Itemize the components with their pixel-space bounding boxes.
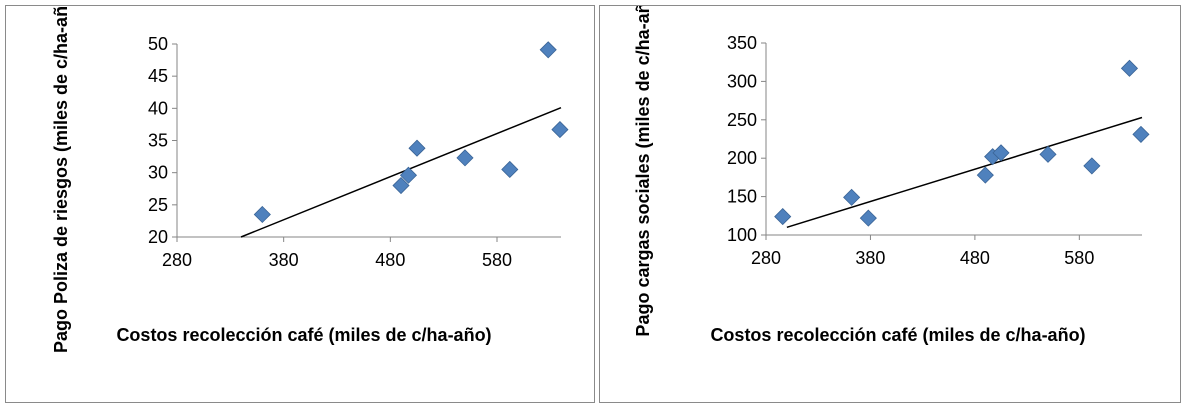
data-point [992, 144, 1010, 162]
x-tick-label: 380 [269, 250, 299, 270]
y-axis-title-text: Pago cargas sociales (miles de c/ha-año) [633, 6, 653, 337]
data-point [253, 205, 271, 224]
y-tick-label: 100 [727, 225, 757, 245]
x-tick-label: 480 [375, 250, 405, 270]
x-tick-label: 280 [162, 250, 192, 270]
x-tick-label: 380 [855, 248, 885, 268]
chart-panel-left: 20 25 30 35 40 45 50 280 380 480 580 Pago Poliza d… [5, 5, 595, 403]
plot-area: 100 150 200 250 300 350 280 380 480 580 [727, 33, 1150, 268]
y-tick-label: 50 [148, 34, 168, 54]
data-point [1132, 125, 1150, 143]
y-tick-label: 300 [727, 71, 757, 91]
trendline [240, 106, 562, 238]
data-point [551, 120, 569, 139]
y-axis-title: Pago cargas sociales (miles de c/ha-año) [633, 6, 653, 337]
data-point [539, 41, 557, 59]
data-point [392, 176, 410, 195]
x-tick-label: 480 [960, 248, 990, 268]
y-tick-label: 200 [727, 148, 757, 168]
chart-panel-right: 100 150 200 250 300 350 280 380 480 580 Pago carg… [599, 5, 1181, 403]
y-tick-label: 25 [148, 195, 168, 215]
y-tick-label: 250 [727, 110, 757, 130]
y-tick-label: 35 [148, 131, 168, 151]
y-tick-label: 350 [727, 33, 757, 53]
chart-cargas-sociales: 100 150 200 250 300 350 280 380 480 580 Pago carg… [633, 6, 1150, 345]
x-tick-label: 580 [482, 250, 512, 270]
y-tick-label: 150 [727, 187, 757, 207]
y-tick-label: 40 [148, 98, 168, 118]
x-axis-title: Costos recolección café (miles de c/ha-a… [710, 325, 1085, 345]
data-point [408, 139, 426, 157]
y-tick-label: 45 [148, 66, 168, 86]
x-axis-title: Costos recolección café (miles de c/ha-a… [116, 325, 491, 345]
y-axis-title-text: Pago Poliza de riesgos (miles de c/ha-añ… [51, 6, 71, 353]
data-point [501, 160, 519, 179]
plot-area: 20 25 30 35 40 45 50 280 380 480 580 [148, 34, 569, 270]
data-point [456, 149, 474, 167]
data-point [1039, 145, 1057, 163]
y-tick-label: 30 [148, 163, 168, 183]
data-point [399, 166, 418, 184]
x-tick-label: 580 [1064, 248, 1094, 268]
data-point [1120, 59, 1139, 77]
data-point [859, 209, 877, 227]
y-axis-title: Pago Poliza de riesgos (miles de c/ha-añ… [51, 6, 71, 353]
x-tick-label: 280 [751, 248, 781, 268]
x-axis-title-text: Costos recolección café (miles de c/ha-a… [116, 325, 491, 345]
data-point [774, 208, 792, 226]
x-axis-title-text: Costos recolección café (miles de c/ha-a… [710, 325, 1085, 345]
trendline [786, 116, 1143, 229]
data-point [1083, 157, 1101, 175]
y-tick-label: 20 [148, 227, 168, 247]
chart-poliza-riesgos: 20 25 30 35 40 45 50 280 380 480 580 Pago Poliza d… [51, 6, 569, 353]
data-point [843, 188, 861, 206]
data-point [976, 166, 994, 184]
